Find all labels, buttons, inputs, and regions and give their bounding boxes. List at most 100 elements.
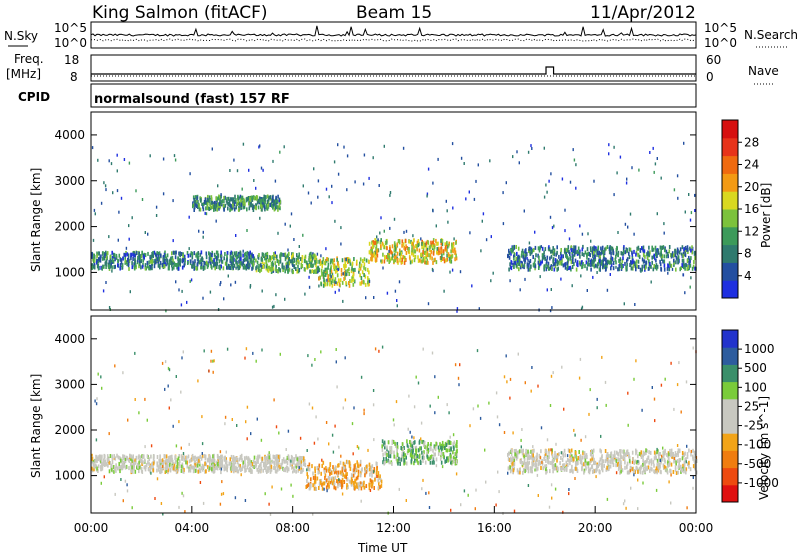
scatter-cell: [605, 403, 607, 407]
scatter-cell: [334, 219, 336, 223]
scatter-cell: [402, 454, 405, 459]
scatter-cell: [624, 222, 627, 226]
scatter-cell: [336, 281, 338, 286]
scatter-cell: [568, 488, 570, 491]
scatter-cell: [588, 461, 590, 466]
scatter-cell: [391, 244, 394, 249]
scatter-cell: [437, 157, 439, 161]
scatter-cell: [319, 275, 321, 280]
scatter-cell: [215, 465, 217, 470]
scatter-cell: [386, 255, 388, 259]
scatter-cell: [357, 486, 360, 491]
scatter-cell: [527, 484, 530, 487]
scatter-cell: [204, 456, 207, 461]
scatter-cell: [616, 246, 618, 251]
noise-left-tick-top: 10^5: [54, 21, 87, 35]
scatter-cell: [571, 250, 573, 255]
scatter-cell: [249, 197, 252, 202]
scatter-cell: [330, 265, 332, 270]
scatter-cell: [508, 251, 511, 256]
scatter-cell: [317, 468, 320, 473]
scatter-cell: [475, 488, 477, 492]
scatter-cell: [525, 448, 527, 453]
scatter-cell: [318, 284, 320, 288]
scatter-cell: [384, 241, 387, 245]
scatter-cell: [649, 250, 651, 255]
scatter-cell: [212, 263, 215, 268]
scatter-cell: [435, 464, 438, 468]
scatter-cell: [256, 417, 258, 421]
scatter-cell: [552, 455, 554, 459]
scatter-cell: [179, 259, 182, 263]
scatter-cell: [396, 251, 399, 256]
scatter-cell: [405, 244, 407, 249]
scatter-cell: [157, 254, 160, 259]
scatter-cell: [133, 253, 135, 258]
scatter-cell: [591, 261, 593, 266]
scatter-cell: [383, 229, 385, 233]
scatter-cell: [266, 252, 269, 257]
scatter-cell: [469, 231, 471, 235]
scatter-cell: [287, 268, 289, 273]
scatter-cell: [654, 257, 656, 261]
scatter-cell: [277, 259, 280, 264]
scatter-cell: [454, 250, 457, 255]
scatter-cell: [138, 264, 140, 269]
scatter-cell: [634, 469, 636, 474]
scatter-cell: [412, 448, 414, 453]
scatter-cell: [238, 457, 241, 462]
scatter-cell: [538, 460, 541, 465]
scatter-cell: [584, 462, 587, 467]
scatter-cell: [505, 354, 507, 358]
scatter-cell: [278, 454, 281, 459]
scatter-cell: [400, 457, 403, 462]
scatter-cell: [316, 266, 318, 271]
scatter-cell: [657, 248, 660, 253]
scatter-cell: [236, 262, 238, 267]
scatter-cell: [271, 485, 273, 489]
scatter-cell: [664, 448, 666, 453]
scatter-cell: [653, 463, 655, 468]
scatter-cell: [123, 455, 126, 460]
scatter-cell: [175, 263, 177, 267]
scatter-cell: [382, 266, 384, 270]
scatter-cell: [554, 261, 556, 266]
scatter-cell: [629, 465, 632, 470]
scatter-cell: [325, 187, 328, 191]
scatter-cell: [680, 467, 682, 472]
scatter-cell: [610, 260, 612, 265]
scatter-cell: [308, 462, 311, 467]
scatter-cell: [370, 465, 373, 470]
scatter-cell: [194, 195, 197, 200]
scatter-cell: [318, 259, 320, 264]
scatter-cell: [353, 257, 355, 261]
scatter-cell: [665, 468, 667, 473]
scatter-cell: [386, 246, 388, 251]
scatter-cell: [532, 445, 534, 449]
scatter-cell: [266, 206, 269, 211]
scatter-cell: [331, 283, 334, 288]
scatter-cell: [448, 257, 451, 262]
scatter-cell: [344, 356, 346, 360]
scatter-cell: [352, 282, 355, 287]
scatter-cell: [389, 454, 392, 459]
scatter-cell: [297, 264, 299, 269]
scatter-cell: [384, 445, 386, 450]
scatter-cell: [393, 248, 396, 253]
noise-sky-line: [90, 25, 697, 37]
scatter-cell: [313, 167, 315, 171]
scatter-cell: [99, 255, 101, 260]
scatter-cell: [427, 240, 429, 245]
scatter-cell: [694, 193, 696, 197]
scatter-cell: [465, 197, 467, 201]
scatter-cell: [634, 303, 636, 306]
scatter-cell: [646, 448, 648, 453]
scatter-cell: [428, 491, 430, 495]
scatter-cell: [205, 251, 208, 256]
scatter-cell: [120, 196, 123, 200]
scatter-cell: [515, 263, 518, 268]
scatter-cell: [195, 457, 198, 462]
scatter-cell: [338, 445, 340, 449]
scatter-cell: [403, 255, 406, 260]
scatter-cell: [447, 456, 449, 461]
